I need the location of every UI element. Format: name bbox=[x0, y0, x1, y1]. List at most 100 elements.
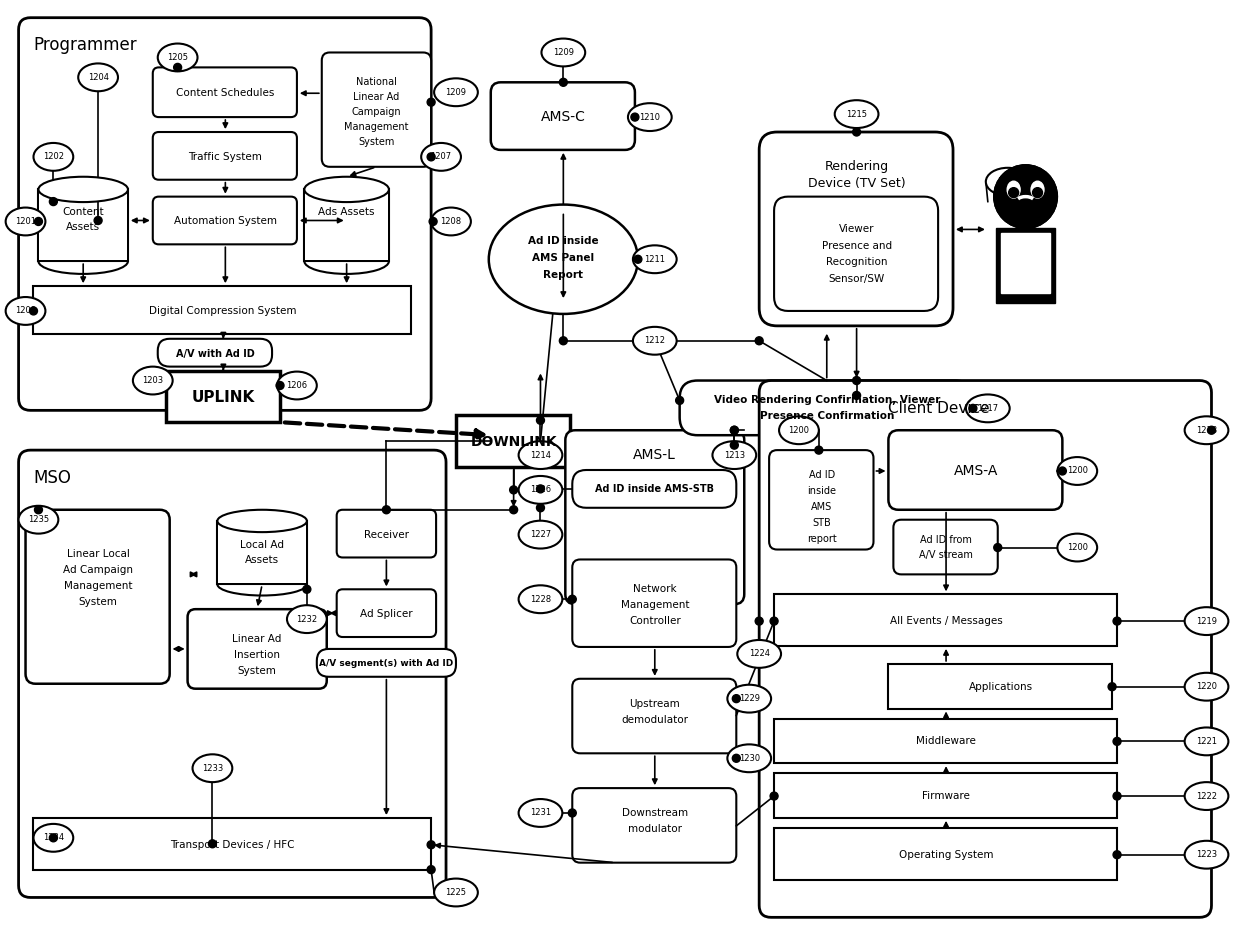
Text: Assets: Assets bbox=[246, 556, 279, 566]
Ellipse shape bbox=[1184, 728, 1229, 756]
Circle shape bbox=[510, 506, 517, 514]
Circle shape bbox=[1008, 188, 1018, 197]
Ellipse shape bbox=[422, 143, 461, 171]
Bar bbox=[774, 774, 1117, 818]
Ellipse shape bbox=[1184, 416, 1229, 445]
Text: STB: STB bbox=[812, 518, 831, 527]
Text: 1224: 1224 bbox=[749, 650, 770, 658]
Circle shape bbox=[559, 78, 568, 86]
FancyBboxPatch shape bbox=[573, 679, 737, 753]
Bar bbox=[996, 228, 1055, 303]
FancyBboxPatch shape bbox=[769, 450, 873, 550]
Text: A/V stream: A/V stream bbox=[919, 551, 973, 560]
Text: Digital Compression System: Digital Compression System bbox=[149, 306, 296, 316]
Ellipse shape bbox=[728, 684, 771, 713]
Circle shape bbox=[50, 834, 57, 842]
Text: 1228: 1228 bbox=[529, 595, 551, 603]
Ellipse shape bbox=[1058, 534, 1097, 561]
Text: modulator: modulator bbox=[627, 823, 682, 834]
Circle shape bbox=[631, 113, 639, 121]
Text: 1207: 1207 bbox=[430, 152, 451, 162]
Text: Linear Local: Linear Local bbox=[67, 550, 129, 559]
Text: Insertion: Insertion bbox=[234, 650, 280, 660]
Ellipse shape bbox=[518, 441, 563, 469]
Text: System: System bbox=[358, 137, 394, 147]
Text: Ad ID inside: Ad ID inside bbox=[528, 236, 599, 246]
Ellipse shape bbox=[157, 43, 197, 71]
FancyBboxPatch shape bbox=[573, 470, 737, 508]
Ellipse shape bbox=[1184, 840, 1229, 869]
Ellipse shape bbox=[738, 640, 781, 667]
Text: Content Schedules: Content Schedules bbox=[176, 88, 274, 99]
Bar bbox=[305, 191, 388, 260]
Ellipse shape bbox=[518, 799, 563, 827]
Text: 1200: 1200 bbox=[1066, 466, 1087, 476]
Text: Viewer: Viewer bbox=[838, 225, 874, 234]
Bar bbox=[304, 190, 389, 261]
Text: Linear Ad: Linear Ad bbox=[353, 92, 399, 102]
Text: 1206: 1206 bbox=[286, 381, 308, 390]
Text: Client Device: Client Device bbox=[888, 400, 990, 415]
Circle shape bbox=[537, 504, 544, 511]
Circle shape bbox=[733, 754, 740, 762]
Circle shape bbox=[1033, 188, 1043, 197]
Text: Rendering: Rendering bbox=[825, 161, 889, 173]
Circle shape bbox=[1109, 682, 1116, 691]
Text: 1221: 1221 bbox=[1197, 737, 1216, 745]
Circle shape bbox=[770, 792, 777, 800]
Ellipse shape bbox=[6, 297, 46, 325]
Text: Applications: Applications bbox=[968, 682, 1033, 692]
Ellipse shape bbox=[1058, 457, 1097, 485]
FancyBboxPatch shape bbox=[153, 68, 296, 118]
Ellipse shape bbox=[1184, 673, 1229, 700]
Text: Downstream: Downstream bbox=[621, 808, 688, 818]
Ellipse shape bbox=[986, 168, 1029, 196]
Ellipse shape bbox=[1030, 181, 1044, 198]
FancyBboxPatch shape bbox=[337, 589, 436, 637]
Text: Management: Management bbox=[345, 122, 409, 132]
Circle shape bbox=[993, 164, 1058, 228]
FancyBboxPatch shape bbox=[680, 381, 973, 435]
Ellipse shape bbox=[632, 245, 677, 274]
Text: Report: Report bbox=[543, 270, 583, 280]
Text: 1205: 1205 bbox=[167, 53, 188, 62]
Text: 1212: 1212 bbox=[645, 337, 666, 345]
Ellipse shape bbox=[518, 586, 563, 613]
Text: 1218: 1218 bbox=[1195, 426, 1218, 434]
FancyBboxPatch shape bbox=[321, 53, 432, 166]
Text: Ad ID inside AMS-STB: Ad ID inside AMS-STB bbox=[595, 484, 714, 494]
Circle shape bbox=[94, 216, 102, 225]
Text: AMS-C: AMS-C bbox=[541, 110, 585, 124]
Text: Ad ID: Ad ID bbox=[808, 470, 835, 480]
Circle shape bbox=[427, 153, 435, 161]
Circle shape bbox=[50, 197, 57, 206]
Bar bbox=[33, 818, 432, 870]
Circle shape bbox=[1008, 188, 1018, 197]
Text: Presence Confirmation: Presence Confirmation bbox=[760, 412, 894, 421]
Text: 1200: 1200 bbox=[15, 306, 36, 316]
Text: Traffic System: Traffic System bbox=[188, 152, 263, 162]
FancyBboxPatch shape bbox=[774, 196, 939, 311]
Text: 1234: 1234 bbox=[43, 834, 64, 842]
Text: 1230: 1230 bbox=[739, 754, 760, 762]
Ellipse shape bbox=[518, 521, 563, 549]
Text: A/V with Ad ID: A/V with Ad ID bbox=[176, 349, 254, 359]
Text: 1233: 1233 bbox=[202, 763, 223, 773]
Ellipse shape bbox=[277, 371, 316, 400]
Bar bbox=[456, 415, 570, 467]
Text: AMS-L: AMS-L bbox=[634, 448, 676, 462]
Bar bbox=[166, 370, 280, 422]
Circle shape bbox=[730, 426, 738, 434]
Text: 1203: 1203 bbox=[143, 376, 164, 385]
Circle shape bbox=[993, 543, 1002, 552]
Text: Ad Splicer: Ad Splicer bbox=[360, 609, 413, 619]
Text: 1217: 1217 bbox=[977, 404, 998, 413]
Ellipse shape bbox=[38, 177, 128, 202]
Ellipse shape bbox=[1184, 607, 1229, 635]
Circle shape bbox=[382, 506, 391, 514]
Text: demodulator: demodulator bbox=[621, 714, 688, 725]
Text: 1202: 1202 bbox=[43, 152, 64, 162]
Bar bbox=[774, 718, 1117, 763]
Bar bbox=[40, 191, 128, 260]
Text: Management: Management bbox=[620, 601, 689, 610]
